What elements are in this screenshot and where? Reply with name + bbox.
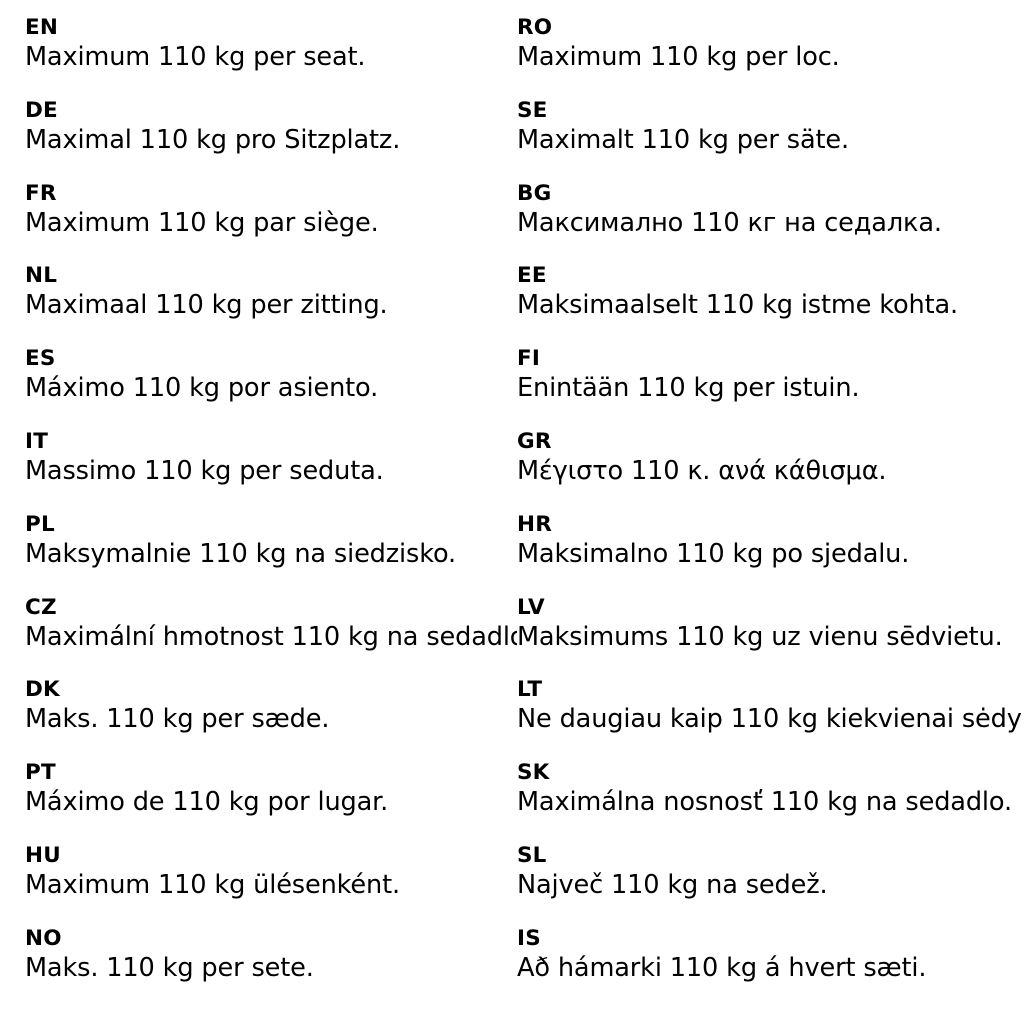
language-text: Maksimums 110 kg uz vienu sēdvietu. <box>517 621 1003 652</box>
language-entry-is: IS Að hámarki 110 kg á hvert sæti. <box>517 925 1024 1008</box>
language-text: Að hámarki 110 kg á hvert sæti. <box>517 952 927 983</box>
language-entry-nl: NL Maximaal 110 kg per zitting. <box>25 262 517 345</box>
language-code: BG <box>517 180 552 206</box>
language-code: NO <box>25 925 62 951</box>
language-code: EN <box>25 15 59 40</box>
language-text: Maksimalno 110 kg po sjedalu. <box>517 538 910 569</box>
language-code: IS <box>517 925 541 951</box>
language-text: Massimo 110 kg per seduta. <box>25 455 384 486</box>
language-text: Ne daugiau kaip 110 kg kiekvienai sėdyne… <box>517 704 1024 735</box>
language-text: Maximum 110 kg par siège. <box>25 207 379 238</box>
language-code: FR <box>25 180 57 206</box>
language-text: Maks. 110 kg per sete. <box>25 952 314 983</box>
language-code: HR <box>517 511 552 537</box>
language-entry-de: DE Maximal 110 kg pro Sitzplatz. <box>25 97 517 180</box>
language-entry-hu: HU Maximum 110 kg ülésenként. <box>25 842 517 925</box>
language-entry-ee: EE Maksimaalselt 110 kg istme kohta. <box>517 262 1024 345</box>
language-code: SE <box>517 97 548 123</box>
language-text: Maximální hmotnost 110 kg na sedadlo. <box>25 621 517 652</box>
language-entry-sl: SL Največ 110 kg na sedež. <box>517 842 1024 925</box>
language-text: Maximálna nosnosť 110 kg na sedadlo. <box>517 787 1012 818</box>
language-code: DK <box>25 677 60 703</box>
language-entry-lv: LV Maksimums 110 kg uz vienu sēdvietu. <box>517 594 1024 677</box>
language-code: PL <box>25 511 55 537</box>
language-entry-pl: PL Maksymalnie 110 kg na siedzisko. <box>25 511 517 594</box>
language-entry-cz: CZ Maximální hmotnost 110 kg na sedadlo. <box>25 594 517 677</box>
language-text: Máximo de 110 kg por lugar. <box>25 787 389 818</box>
right-language-column: RO Maximum 110 kg per loc. SE Maximalt 1… <box>517 14 1024 1008</box>
language-code: DE <box>25 97 58 123</box>
language-entry-gr: GR Μέγιστο 110 κ. ανά κάθισμα. <box>517 428 1024 511</box>
language-text: Maximaal 110 kg per zitting. <box>25 290 388 321</box>
language-text: Maximum 110 kg per seat. <box>25 42 366 72</box>
language-entry-hr: HR Maksimalno 110 kg po sjedalu. <box>517 511 1024 594</box>
language-entry-en: EN Maximum 110 kg per seat. <box>25 14 517 97</box>
language-text: Enintään 110 kg per istuin. <box>517 373 860 404</box>
language-entry-es: ES Máximo 110 kg por asiento. <box>25 345 517 428</box>
language-code: NL <box>25 263 58 289</box>
language-code: ES <box>25 346 56 372</box>
language-entry-pt: PT Máximo de 110 kg por lugar. <box>25 759 517 842</box>
language-text: Máximo 110 kg por asiento. <box>25 373 379 404</box>
language-text: Maks. 110 kg per sæde. <box>25 704 330 735</box>
language-entry-sk: SK Maximálna nosnosť 110 kg na sedadlo. <box>517 759 1024 842</box>
language-code: HU <box>25 842 61 868</box>
language-entry-no: NO Maks. 110 kg per sete. <box>25 925 517 1008</box>
left-language-column: EN Maximum 110 kg per seat. DE Maximal 1… <box>25 14 517 1008</box>
language-entry-fr: FR Maximum 110 kg par siège. <box>25 180 517 263</box>
language-text: Maximalt 110 kg per säte. <box>517 124 849 155</box>
language-text: Μέγιστο 110 κ. ανά κάθισμα. <box>517 455 887 486</box>
language-text: Maximum 110 kg per loc. <box>517 42 840 72</box>
language-code: IT <box>25 428 49 454</box>
language-text: Maksimaalselt 110 kg istme kohta. <box>517 290 958 321</box>
language-code: EE <box>517 263 547 289</box>
language-code: PT <box>25 760 56 786</box>
language-text: Maksymalnie 110 kg na siedzisko. <box>25 538 457 569</box>
language-entry-fi: FI Enintään 110 kg per istuin. <box>517 345 1024 428</box>
language-text: Максимално 110 кг на седалка. <box>517 207 942 238</box>
language-entry-ro: RO Maximum 110 kg per loc. <box>517 14 1024 97</box>
language-entry-se: SE Maximalt 110 kg per säte. <box>517 97 1024 180</box>
language-code: LV <box>517 594 545 620</box>
language-code: CZ <box>25 594 57 620</box>
language-code: SK <box>517 760 550 786</box>
language-entry-it: IT Massimo 110 kg per seduta. <box>25 428 517 511</box>
language-code: GR <box>517 428 552 454</box>
language-text: Največ 110 kg na sedež. <box>517 869 828 900</box>
language-text: Maximum 110 kg ülésenként. <box>25 869 400 900</box>
language-entry-dk: DK Maks. 110 kg per sæde. <box>25 676 517 759</box>
language-code: LT <box>517 677 543 703</box>
language-code: FI <box>517 346 541 372</box>
language-entry-bg: BG Максимално 110 кг на седалка. <box>517 180 1024 263</box>
language-entry-lt: LT Ne daugiau kaip 110 kg kiekvienai sėd… <box>517 676 1024 759</box>
language-code: SL <box>517 842 547 868</box>
language-code: RO <box>517 15 553 40</box>
language-text: Maximal 110 kg pro Sitzplatz. <box>25 124 401 155</box>
